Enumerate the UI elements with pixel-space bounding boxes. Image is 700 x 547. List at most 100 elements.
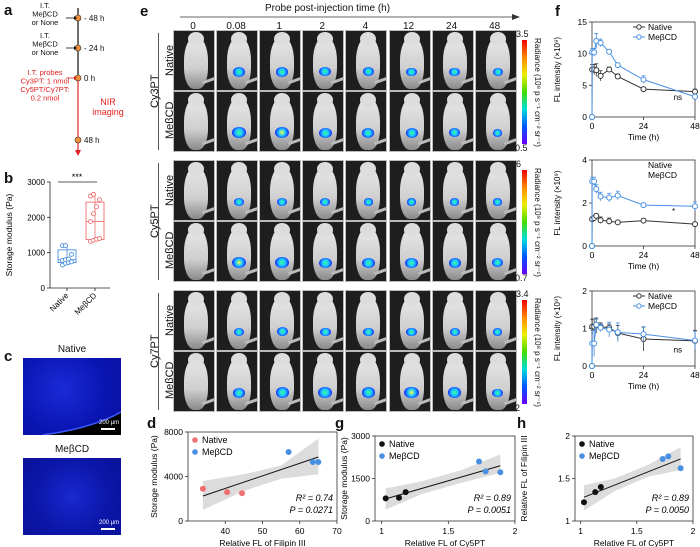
y-tick-label: 3000: [27, 178, 45, 187]
y-axis-label: Storage modulus (Pa): [339, 437, 349, 520]
panel-label-c: c: [4, 348, 13, 365]
mouse-image: [302, 30, 345, 91]
fluorescence-signal: [362, 257, 375, 268]
data-point: [692, 88, 698, 95]
mouse-head: [231, 353, 248, 367]
data-point: [482, 468, 489, 475]
confidence-band: [202, 438, 319, 510]
legend-marker: [379, 441, 385, 447]
scale-bar: [101, 528, 115, 530]
legend-label: Native: [648, 160, 672, 170]
x-tick-label: 2: [513, 526, 518, 536]
legend-label: MeβCD: [648, 170, 677, 180]
legend-label: MeβCD: [648, 301, 677, 311]
significance-annotation: ns: [674, 93, 682, 102]
legend-label: MeβCD: [648, 32, 677, 42]
fluorescence-signal: [362, 128, 375, 138]
mouse-image: [173, 290, 215, 351]
x-tick-label: 0: [590, 121, 595, 131]
box-plot-storage-modulus: 0 1000 2000 3000 Storage modulus (Pa) Native M…: [4, 172, 110, 317]
data-point: [665, 453, 672, 460]
panel-label-b: b: [4, 170, 14, 187]
data-point: [597, 484, 604, 490]
mouse-image: [173, 351, 215, 412]
arrow-head: [75, 150, 81, 156]
y-tick-label: 1500: [351, 474, 370, 484]
mouse-head: [360, 223, 377, 237]
fluorescence-signal: [276, 67, 289, 77]
mouse-head: [403, 162, 420, 176]
x-tick-label: 50: [258, 526, 268, 536]
data-point: [597, 324, 604, 331]
mouse-head: [403, 292, 420, 306]
data-point: [692, 337, 698, 344]
line-chart-cy7pt: 0 1 2 0 24 48 Time (h) FL intensity (×10⁹) Nativ…: [553, 286, 700, 391]
mouse-image: [302, 160, 345, 221]
legend-marker: [636, 24, 642, 30]
scale-bar-label: 200 μm: [99, 520, 120, 526]
x-axis-label: Relative FL of Cy5PT: [405, 538, 485, 547]
colorbar-label: Radiance (10⁸ p s⁻¹ cm⁻² sr⁻¹): [533, 298, 542, 407]
probe-group-label: Cy5PT: [149, 204, 161, 238]
fluorescence-signal: [319, 67, 332, 77]
scatter-chart-d: 0 4000 8000 40 50 60 70 Relative FL of Filipin …: [149, 427, 342, 547]
mouse-image: [345, 30, 388, 91]
mouse-head: [446, 292, 463, 306]
y-tick-label: 5: [582, 80, 587, 90]
legend-marker: [636, 293, 642, 299]
data-point: [199, 485, 206, 492]
data-point: [88, 219, 93, 225]
fluorescence-signal: [276, 197, 288, 207]
p-value: P = 0.0051: [468, 505, 511, 515]
x-tick-label: Native: [48, 291, 71, 314]
data-point: [597, 72, 604, 79]
mouse-head: [317, 292, 334, 306]
mouse-image: [302, 290, 345, 351]
mouse-head: [274, 93, 291, 107]
data-point: [606, 218, 613, 225]
data-point: [91, 211, 96, 217]
p-value: P = 0.0050: [646, 505, 689, 515]
data-point: [97, 197, 102, 203]
data-point: [597, 193, 604, 200]
colorbar-min: 0.5: [515, 143, 528, 153]
data-point: [593, 321, 600, 328]
x-tick-label: 1.5: [631, 526, 643, 536]
y-tick-label: 2: [582, 286, 587, 296]
mouse-image: [388, 160, 431, 221]
fluorescence-signal: [318, 387, 333, 399]
data-point: [396, 494, 402, 501]
timepoint-label: 1: [276, 21, 282, 32]
mouse-image: [173, 30, 215, 91]
timepoint-label: 24: [446, 21, 458, 32]
panel-label-h: h: [517, 415, 527, 432]
data-point: [606, 66, 613, 73]
series-line: [591, 181, 696, 247]
arrow-head: [74, 76, 77, 80]
fluorescence-signal: [276, 327, 288, 337]
legend-label: MeβCD: [589, 451, 620, 461]
data-point: [63, 243, 68, 249]
mouse-image: [345, 91, 388, 152]
x-tick-label: 1: [379, 526, 384, 536]
mouse-head: [360, 32, 377, 46]
histology-image-mebcd: 200 μm: [23, 458, 121, 535]
panel-label-d: d: [147, 415, 157, 432]
mouse-head: [317, 162, 334, 176]
mouse-head: [274, 162, 291, 176]
mouse-image: [216, 351, 259, 412]
timeline-label: Cy5PT/Cy7PT:: [20, 85, 69, 94]
fluorescence-signal: [449, 67, 460, 77]
fluorescence-signal: [406, 198, 417, 206]
imaging-header: Probe post-injection time (h): [265, 3, 391, 14]
y-tick-label: 1: [565, 516, 570, 526]
scale-bar: [101, 428, 115, 430]
histology-image-native: 200 μm: [23, 358, 121, 435]
data-point: [606, 194, 613, 201]
mouse-head: [446, 162, 463, 176]
fluorescence-signal: [404, 386, 419, 399]
y-axis-label: FL intensity (×10⁹): [553, 296, 562, 361]
data-point: [69, 259, 74, 265]
mouse-head: [188, 353, 204, 367]
